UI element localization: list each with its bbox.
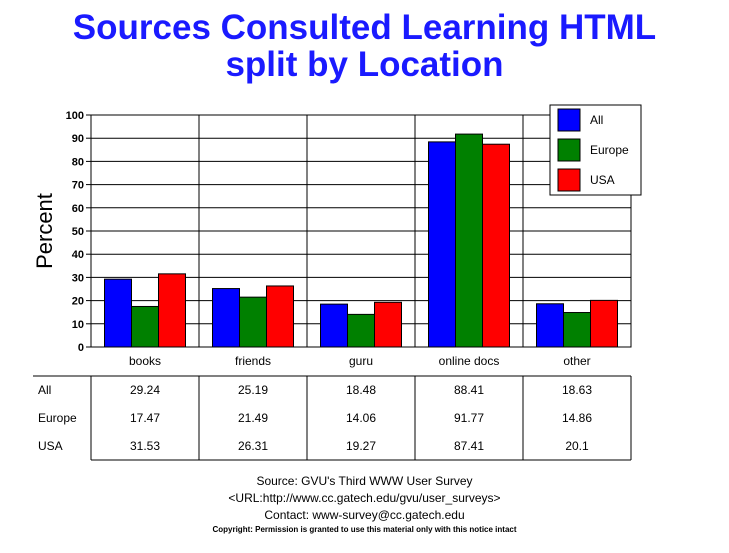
y-tick-label-4: 40 xyxy=(72,249,84,261)
bar-books-europe xyxy=(131,305,159,348)
bar-guru-usa xyxy=(374,301,402,348)
footer-contact: Contact: www-survey@cc.gatech.edu xyxy=(264,508,465,522)
bar-guru-europe xyxy=(347,313,375,348)
chart-title-line-1: Sources Consulted Learning HTML xyxy=(72,8,657,47)
table-row-label-europe: Europe xyxy=(38,411,77,425)
table-value-all-0: 29.24 xyxy=(130,383,160,397)
x-tick-label-0: books xyxy=(129,354,161,368)
x-tick-label-4: other xyxy=(563,354,590,368)
table-value-europe-1: 21.49 xyxy=(238,411,268,425)
table-value-usa-4: 20.1 xyxy=(565,439,589,453)
footer-url: <URL:http://www.cc.gatech.edu/gvu/user_s… xyxy=(228,491,501,505)
legend-swatch-europe xyxy=(557,138,581,162)
y-tick-label-9: 90 xyxy=(72,133,84,145)
y-tick-label-5: 50 xyxy=(72,226,84,238)
table-value-usa-1: 26.31 xyxy=(238,439,268,453)
table-value-europe-3: 91.77 xyxy=(454,411,484,425)
bar-other-all xyxy=(536,303,564,348)
bar-other-europe xyxy=(563,312,591,348)
table-value-europe-4: 14.86 xyxy=(562,411,592,425)
bar-friends-europe xyxy=(239,296,267,348)
bar-friends-all xyxy=(212,288,240,348)
footer-source: Source: GVU's Third WWW User Survey xyxy=(256,474,473,488)
table-value-europe-0: 17.47 xyxy=(130,411,160,425)
table-value-usa-2: 19.27 xyxy=(346,439,376,453)
table-value-europe-2: 14.06 xyxy=(346,411,376,425)
x-tick-label-2: guru xyxy=(349,354,373,368)
bar-friends-usa xyxy=(266,285,294,348)
legend-label-all: All xyxy=(590,113,603,127)
table-row-label-all: All xyxy=(38,383,51,397)
table-value-usa-3: 87.41 xyxy=(454,439,484,453)
footer-copyright: Copyright: Permission is granted to use … xyxy=(212,525,517,534)
y-tick-label-2: 20 xyxy=(72,296,84,308)
y-axis-label: Percent xyxy=(32,193,57,269)
bar-online-docs-all xyxy=(428,141,456,348)
bar-online-docs-europe xyxy=(455,133,483,348)
bar-books-usa xyxy=(158,273,186,348)
legend-label-usa: USA xyxy=(590,173,615,187)
bar-guru-all xyxy=(320,303,348,348)
legend-swatch-all xyxy=(557,108,581,132)
table-value-all-1: 25.19 xyxy=(238,383,268,397)
y-tick-label-10: 100 xyxy=(66,110,84,122)
y-tick-label-8: 80 xyxy=(72,156,84,168)
x-tick-label-3: online docs xyxy=(439,354,500,368)
legend-swatch-usa xyxy=(557,168,581,192)
y-tick-label-7: 70 xyxy=(72,180,84,192)
table-value-all-4: 18.63 xyxy=(562,383,592,397)
bar-online-docs-usa xyxy=(482,143,510,348)
table-row-label-usa: USA xyxy=(38,439,63,453)
y-tick-label-1: 10 xyxy=(72,319,84,331)
table-value-usa-0: 31.53 xyxy=(130,439,160,453)
x-tick-label-1: friends xyxy=(235,354,271,368)
legend-label-europe: Europe xyxy=(590,143,629,157)
bar-books-all xyxy=(104,278,132,348)
y-tick-label-6: 60 xyxy=(72,203,84,215)
y-tick-label-0: 0 xyxy=(78,342,84,354)
table-value-all-3: 88.41 xyxy=(454,383,484,397)
y-tick-label-3: 30 xyxy=(72,272,84,284)
chart-title-line-2: split by Location xyxy=(225,45,504,84)
bar-other-usa xyxy=(590,299,618,348)
table-value-all-2: 18.48 xyxy=(346,383,376,397)
